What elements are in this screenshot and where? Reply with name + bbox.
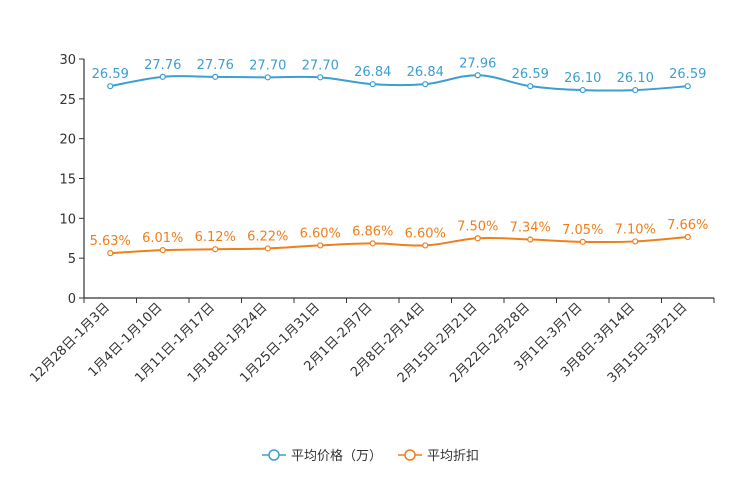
data-label: 26.84 [407,65,444,80]
data-label: 26.10 [564,71,601,86]
series-layer: 26.59 27.76 27.76 27.70 27.70 26.84 26.84 27.96… [90,56,708,257]
data-point[interactable] [212,73,219,80]
data-point[interactable] [212,246,219,253]
y-tick-label: 0 [68,292,76,307]
data-point[interactable] [369,81,376,88]
data-label: 6.60% [405,226,446,241]
x-axis: 12月28日-1月3日1月4日-1月10日1月11日-1月17日1月18日-1月… [27,297,715,386]
data-label: 27.70 [302,58,339,73]
data-label: 7.66% [667,218,708,233]
data-label: 6.22% [247,229,288,244]
legend-marker-icon [404,449,416,461]
series-line [110,74,688,92]
data-point[interactable] [317,242,324,249]
data-label: 26.59 [92,67,129,82]
series-1: 26.59 27.76 27.76 27.70 27.70 26.84 26.84 27.96… [92,56,706,94]
legend-label: 平均价格（万） [291,448,382,464]
data-point[interactable] [107,83,114,90]
data-label: 26.10 [617,71,654,86]
data-point[interactable] [474,72,481,79]
data-label: 7.05% [562,223,603,238]
data-label: 26.59 [512,67,549,82]
data-label: 6.60% [300,226,341,241]
data-label: 26.59 [669,67,706,82]
y-tick-label: 30 [59,53,76,68]
data-point[interactable] [159,247,166,254]
data-point[interactable] [474,235,481,242]
data-label: 6.12% [195,230,236,245]
data-label: 7.34% [510,221,551,236]
legend[interactable]: 平均价格（万） 平均折扣 [262,448,479,464]
legend-item-2[interactable]: 平均折扣 [398,449,479,464]
data-point[interactable] [684,233,691,241]
legend-label: 平均折扣 [427,449,479,464]
data-label: 27.70 [249,58,286,73]
data-point[interactable] [632,238,639,245]
y-axis: 0 5 10 15 20 25 30 [59,53,85,307]
data-label: 27.96 [459,56,496,71]
series-line [110,235,688,255]
data-label: 7.10% [615,222,656,237]
data-label: 27.76 [197,58,234,73]
data-point[interactable] [369,240,376,247]
data-label: 26.84 [354,65,391,80]
data-point[interactable] [579,86,586,94]
legend-item-1[interactable]: 平均价格（万） [262,448,382,464]
y-tick-label: 15 [59,173,76,188]
data-point[interactable] [632,86,639,94]
data-label: 5.63% [90,234,131,249]
data-label: 6.01% [142,231,183,246]
data-point[interactable] [107,250,114,257]
data-point[interactable] [527,236,534,243]
series-2: 5.63% 6.01% 6.12% 6.22% 6.60% 6.86% 6.60% 7.50%… [90,218,708,257]
data-point[interactable] [527,83,534,90]
y-tick-label: 10 [59,212,76,227]
data-point[interactable] [264,74,271,81]
data-label: 7.50% [457,219,498,234]
data-label: 6.86% [352,224,393,239]
data-point[interactable] [422,242,429,249]
data-point[interactable] [684,83,691,90]
data-point[interactable] [422,81,429,88]
legend-marker-icon [268,449,280,461]
data-point[interactable] [579,238,586,245]
data-label: 27.76 [144,58,181,73]
data-point[interactable] [317,74,324,81]
y-tick-label: 25 [59,93,76,108]
data-point[interactable] [264,245,271,252]
y-tick-label: 20 [59,133,76,148]
y-tick-label: 5 [68,252,76,267]
data-point[interactable] [159,73,166,80]
